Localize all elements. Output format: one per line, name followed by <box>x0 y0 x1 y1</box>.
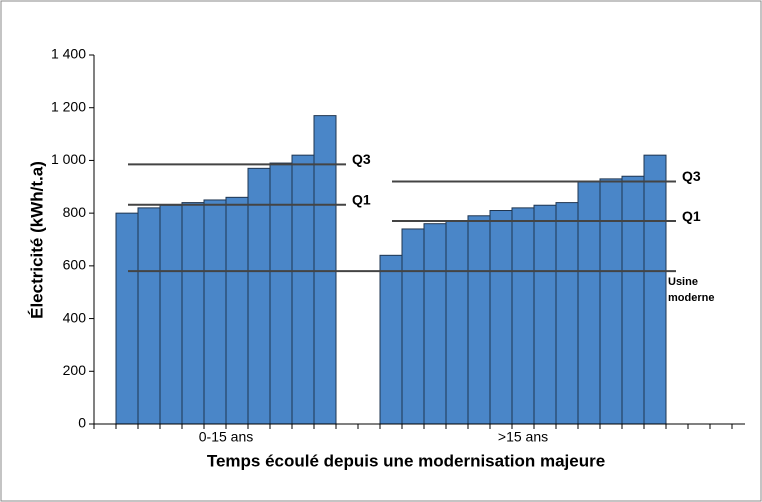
bar <box>269 162 293 425</box>
y-tick-label: 0 <box>78 415 86 431</box>
bar <box>423 223 447 425</box>
reference-label: Usine moderne <box>668 276 715 304</box>
bar <box>511 207 535 425</box>
y-tick-label: 600 <box>63 257 87 273</box>
bar <box>137 207 161 425</box>
y-axis-label: Électricité (kWh/t.a) <box>27 161 46 319</box>
bar <box>555 202 579 425</box>
bar <box>577 181 601 425</box>
bar <box>489 210 513 425</box>
quartile-label: Q3 <box>682 168 701 184</box>
quartile-label: Q1 <box>352 191 371 207</box>
bar <box>599 178 623 425</box>
x-axis-label: Temps écoulé depuis une modernisation ma… <box>207 451 605 470</box>
y-tick-label: 400 <box>63 309 87 325</box>
bar <box>379 254 403 425</box>
bar <box>401 228 425 425</box>
x-tick-label: 0-15 ans <box>199 429 253 445</box>
x-tick-label: >15 ans <box>498 429 548 445</box>
bar <box>643 154 667 425</box>
y-tick-label: 1 400 <box>51 46 86 62</box>
bar <box>115 212 139 425</box>
bar <box>247 167 271 425</box>
bar <box>203 199 227 425</box>
bar <box>181 202 205 425</box>
y-tick-label: 200 <box>63 362 87 378</box>
bar <box>467 215 491 425</box>
y-tick-label: 1 200 <box>51 98 86 114</box>
bar <box>313 115 337 425</box>
y-tick-label: 1 000 <box>51 151 86 167</box>
bar <box>159 204 183 425</box>
bar <box>225 196 249 425</box>
quartile-label: Q3 <box>352 151 371 167</box>
bar <box>621 175 645 425</box>
y-tick-label: 800 <box>63 204 87 220</box>
bar <box>291 154 315 425</box>
bar <box>533 204 557 425</box>
quartile-label: Q1 <box>682 208 701 224</box>
bar <box>445 220 469 425</box>
